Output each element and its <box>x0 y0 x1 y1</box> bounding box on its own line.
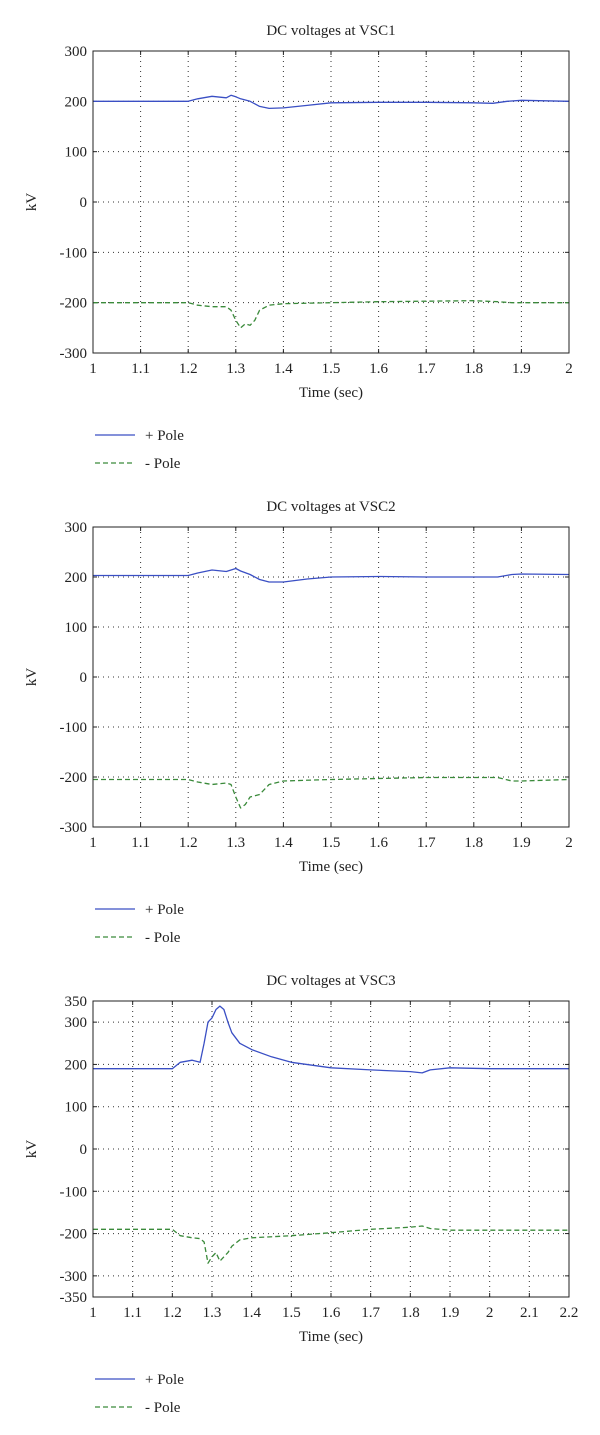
x-tick-label: 1.4 <box>274 835 293 851</box>
legend: + Pole - Pole <box>95 428 184 472</box>
legend-label: + Pole <box>145 902 184 918</box>
y-tick-label: 300 <box>65 520 88 536</box>
y-tick-label: 0 <box>80 195 88 211</box>
x-tick-label: 1.9 <box>512 835 531 851</box>
x-tick-label: 1.9 <box>441 1305 460 1321</box>
chart-vsc1: DC voltages at VSC1 1 1.1 1.2 1.3 1.4 1.5 1.6 1.… <box>24 23 573 472</box>
chart-vsc3: DC voltages at VSC3 1 1.1 1.2 1.3 1.4 1.5 1.6 1.… <box>24 973 578 1416</box>
series-line-minus-pole <box>93 776 570 809</box>
x-tick-label: 2 <box>486 1305 494 1321</box>
y-tick-label: -350 <box>60 1290 88 1306</box>
legend: + Pole - Pole <box>95 902 184 946</box>
x-tick-label: 1.7 <box>417 361 436 377</box>
x-tick-label: 2 <box>565 361 573 377</box>
legend-label: - Pole <box>145 456 181 472</box>
chart-title: DC voltages at VSC1 <box>266 23 395 39</box>
x-tick-label: 2.2 <box>560 1305 579 1321</box>
y-tick-label: 200 <box>65 94 88 110</box>
x-tick-label: 1 <box>89 835 97 851</box>
x-tick-label: 1.3 <box>226 835 245 851</box>
y-tick-label: 300 <box>65 44 88 60</box>
y-tick-label: 350 <box>65 994 88 1010</box>
y-tick-label: 200 <box>65 570 88 586</box>
y-tick-label: 0 <box>80 1142 88 1158</box>
legend-item: + Pole <box>95 902 184 918</box>
y-tick-label: 100 <box>65 145 88 161</box>
x-tick-label: 1 <box>89 361 97 377</box>
legend-item: - Pole <box>95 930 181 946</box>
legend-item: + Pole <box>95 1372 184 1388</box>
series-line-plus-pole <box>93 94 570 110</box>
x-tick-label: 1.8 <box>464 835 483 851</box>
y-tick-label: -200 <box>60 770 88 786</box>
chart-vsc2: DC voltages at VSC2 1 1.1 1.2 1.3 1.4 1.5 1.6 1.… <box>24 499 573 946</box>
legend-label: + Pole <box>145 1372 184 1388</box>
x-tick-label: 1.3 <box>226 361 245 377</box>
grid <box>93 527 569 827</box>
y-tick-label: -200 <box>60 296 88 312</box>
y-tick-label: 100 <box>65 620 88 636</box>
y-axis-label: kV <box>24 668 40 687</box>
series-line-plus-pole <box>93 567 570 583</box>
chart-title: DC voltages at VSC3 <box>266 973 395 989</box>
plot-frame <box>92 50 570 354</box>
y-axis-label: kV <box>24 193 40 212</box>
x-tick-label: 1.4 <box>274 361 293 377</box>
plot-frame <box>92 1000 570 1298</box>
y-tick-label: 100 <box>65 1100 88 1116</box>
y-tick-label: -300 <box>60 346 88 362</box>
legend-label: - Pole <box>145 1400 181 1416</box>
x-tick-label: 2 <box>565 835 573 851</box>
y-tick-label: 300 <box>65 1015 88 1031</box>
x-tick-label: 1.2 <box>179 361 198 377</box>
x-tick-label: 1.5 <box>322 361 341 377</box>
x-tick-label: 1.7 <box>361 1305 380 1321</box>
x-tick-label: 1.9 <box>512 361 531 377</box>
y-tick-label: -300 <box>60 820 88 836</box>
y-tick-label: 0 <box>80 670 88 686</box>
x-tick-label: 1.2 <box>179 835 198 851</box>
legend-item: + Pole <box>95 428 184 444</box>
x-tick-label: 1.8 <box>464 361 483 377</box>
series-line-minus-pole <box>93 1225 569 1264</box>
x-tick-label: 1.3 <box>203 1305 222 1321</box>
y-tick-label: -100 <box>60 1184 88 1200</box>
grid <box>93 51 569 353</box>
legend: + Pole - Pole <box>95 1372 184 1416</box>
x-axis-label: Time (sec) <box>299 1329 363 1345</box>
x-tick-label: 1.6 <box>369 361 388 377</box>
x-tick-label: 1.8 <box>401 1305 420 1321</box>
x-axis-label: Time (sec) <box>299 385 363 401</box>
y-tick-label: -100 <box>60 720 88 736</box>
y-tick-label: 200 <box>65 1057 88 1073</box>
x-tick-label: 1.1 <box>131 835 150 851</box>
y-axis-label: kV <box>24 1140 40 1159</box>
x-tick-label: 1.6 <box>322 1305 341 1321</box>
x-tick-label: 1.4 <box>242 1305 261 1321</box>
legend-item: - Pole <box>95 456 181 472</box>
x-tick-label: 1.6 <box>369 835 388 851</box>
y-tick-label: -100 <box>60 245 88 261</box>
x-axis-label: Time (sec) <box>299 859 363 875</box>
chart-title: DC voltages at VSC2 <box>266 499 395 515</box>
y-tick-label: -300 <box>60 1269 88 1285</box>
x-tick-label: 1.7 <box>417 835 436 851</box>
x-tick-label: 1.5 <box>322 835 341 851</box>
legend-label: - Pole <box>145 930 181 946</box>
grid <box>93 1001 569 1297</box>
series-line-plus-pole <box>93 1005 569 1074</box>
legend-item: - Pole <box>95 1400 181 1416</box>
plot-frame <box>92 526 570 828</box>
x-tick-label: 1.1 <box>131 361 150 377</box>
series-line-minus-pole <box>93 300 569 329</box>
x-tick-label: 1.5 <box>282 1305 301 1321</box>
x-tick-label: 1.2 <box>163 1305 182 1321</box>
x-tick-label: 1 <box>89 1305 97 1321</box>
y-tick-label: -200 <box>60 1227 88 1243</box>
x-tick-label: 2.1 <box>520 1305 539 1321</box>
legend-label: + Pole <box>145 428 184 444</box>
x-tick-label: 1.1 <box>123 1305 142 1321</box>
